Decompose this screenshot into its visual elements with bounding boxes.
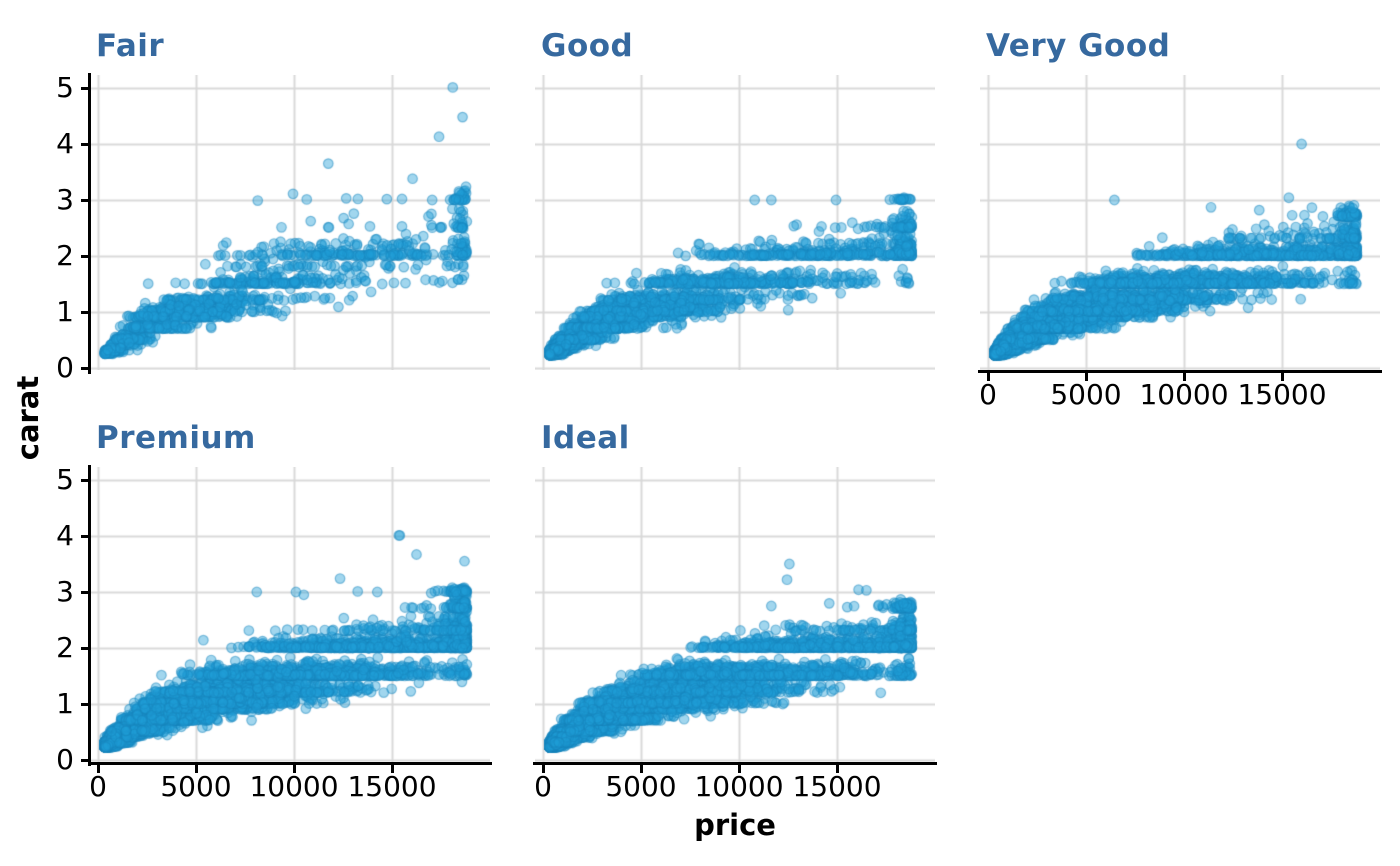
- y-tick-label: 3: [56, 183, 74, 216]
- y-axis-label: carat: [11, 375, 45, 461]
- scatter-canvas: [535, 75, 935, 370]
- y-tick-label: 0: [56, 743, 74, 776]
- x-tick-label: 0: [979, 378, 997, 411]
- y-tick-label: 4: [56, 127, 74, 160]
- facet-panel-ideal: Ideal 0 5000 10000 15000: [533, 420, 937, 801]
- x-tick-label: 15000: [1237, 378, 1327, 411]
- facet-panel-premium: Premium 0 1 2 3 4 5 0 5000 10000 15000: [56, 420, 492, 801]
- y-tick-mark: [81, 479, 89, 482]
- x-axis-label: price: [694, 808, 776, 842]
- x-tick-mark: [738, 765, 741, 773]
- facet-title: Very Good: [986, 28, 1171, 64]
- x-tick-mark: [391, 765, 394, 773]
- x-tick-label: 10000: [1139, 378, 1229, 411]
- x-axis-line: [533, 762, 937, 765]
- y-tick-label: 3: [56, 575, 74, 608]
- x-tick-mark: [1085, 373, 1088, 381]
- y-tick-label: 4: [56, 519, 74, 552]
- x-tick-mark: [542, 765, 545, 773]
- y-tick-mark: [81, 143, 89, 146]
- y-tick-mark: [81, 367, 89, 370]
- x-tick-mark: [97, 765, 100, 773]
- scatter-canvas: [90, 75, 490, 370]
- x-tick-label: 5000: [605, 770, 677, 803]
- x-tick-label: 5000: [1050, 378, 1122, 411]
- x-tick-mark: [640, 765, 643, 773]
- y-tick-label: 2: [56, 239, 74, 272]
- y-axis-line: [88, 465, 91, 766]
- x-axis-line: [88, 762, 492, 765]
- x-tick-label: 10000: [694, 770, 784, 803]
- y-tick-label: 2: [56, 631, 74, 664]
- x-tick-mark: [1183, 373, 1186, 381]
- facet-panel-good: Good: [535, 28, 935, 370]
- y-tick-mark: [81, 311, 89, 314]
- x-tick-mark: [1281, 373, 1284, 381]
- facet-title: Premium: [96, 420, 256, 456]
- y-tick-mark: [81, 87, 89, 90]
- y-tick-label: 5: [56, 71, 74, 104]
- y-tick-label: 5: [56, 463, 74, 496]
- x-tick-label: 0: [89, 770, 107, 803]
- y-tick-mark: [81, 591, 89, 594]
- y-tick-mark: [81, 703, 89, 706]
- facet-title: Ideal: [541, 420, 630, 456]
- facet-title: Fair: [96, 28, 165, 64]
- x-axis-line: [978, 370, 1382, 373]
- x-tick-mark: [836, 765, 839, 773]
- y-tick-mark: [81, 759, 89, 762]
- scatter-canvas: [90, 467, 490, 762]
- facet-panel-very-good: Very Good 0 5000 10000 15000: [978, 28, 1382, 409]
- y-axis-line: [88, 73, 91, 374]
- y-tick-mark: [81, 199, 89, 202]
- y-tick-label: 0: [56, 351, 74, 384]
- scatter-canvas: [535, 467, 935, 762]
- x-tick-mark: [293, 765, 296, 773]
- facet-panel-fair: Fair 0 1 2 3 4 5: [56, 28, 490, 382]
- y-tick-mark: [81, 535, 89, 538]
- x-tick-label: 5000: [160, 770, 232, 803]
- x-tick-label: 0: [534, 770, 552, 803]
- scatter-canvas: [980, 75, 1380, 370]
- x-tick-label: 10000: [249, 770, 339, 803]
- y-tick-mark: [81, 255, 89, 258]
- facet-title: Good: [541, 28, 634, 64]
- x-tick-mark: [195, 765, 198, 773]
- y-tick-label: 1: [56, 687, 74, 720]
- x-tick-label: 15000: [792, 770, 882, 803]
- x-tick-label: 15000: [347, 770, 437, 803]
- x-tick-mark: [987, 373, 990, 381]
- y-tick-mark: [81, 647, 89, 650]
- y-tick-label: 1: [56, 295, 74, 328]
